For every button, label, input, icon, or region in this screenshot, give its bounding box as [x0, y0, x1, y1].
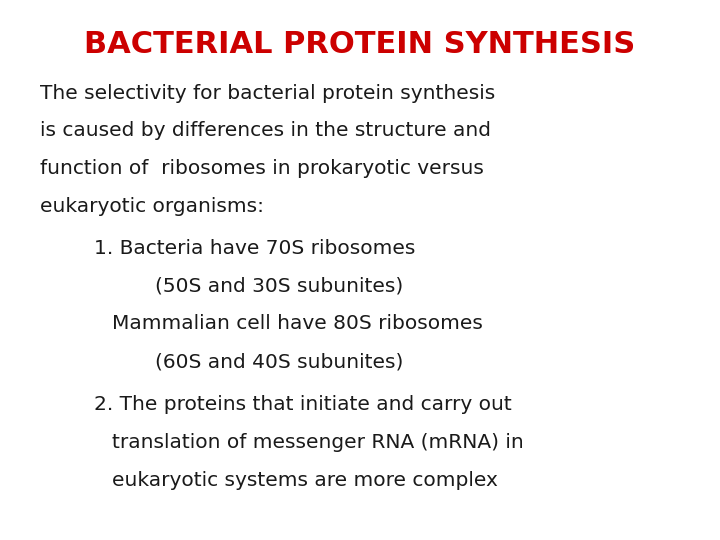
Text: 1. Bacteria have 70S ribosomes: 1. Bacteria have 70S ribosomes	[94, 239, 415, 258]
Text: (60S and 40S subunites): (60S and 40S subunites)	[155, 352, 403, 371]
Text: is caused by differences in the structure and: is caused by differences in the structur…	[40, 122, 490, 140]
Text: eukaryotic systems are more complex: eukaryotic systems are more complex	[112, 471, 498, 490]
Text: function of  ribosomes in prokaryotic versus: function of ribosomes in prokaryotic ver…	[40, 159, 483, 178]
Text: eukaryotic organisms:: eukaryotic organisms:	[40, 197, 264, 216]
Text: Mammalian cell have 80S ribosomes: Mammalian cell have 80S ribosomes	[112, 314, 482, 333]
Text: translation of messenger RNA (mRNA) in: translation of messenger RNA (mRNA) in	[112, 433, 523, 452]
Text: BACTERIAL PROTEIN SYNTHESIS: BACTERIAL PROTEIN SYNTHESIS	[84, 30, 636, 59]
Text: The selectivity for bacterial protein synthesis: The selectivity for bacterial protein sy…	[40, 84, 495, 103]
Text: 2. The proteins that initiate and carry out: 2. The proteins that initiate and carry …	[94, 395, 511, 414]
Text: (50S and 30S subunites): (50S and 30S subunites)	[155, 276, 403, 295]
